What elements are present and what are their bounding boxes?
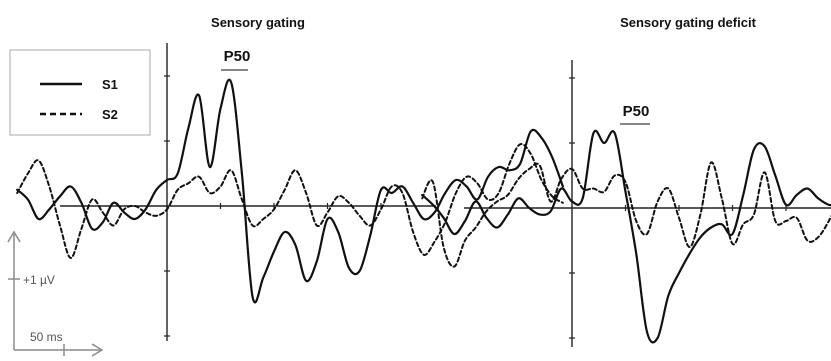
series-s1-line [16,78,564,304]
scale-bar-amplitude-label: +1 µV [23,273,55,287]
scale-bar-time-label: 50 ms [30,330,63,344]
series-s1-line [421,129,831,344]
panel-sensory-gating-deficit [421,60,831,347]
scale-bar: +1 µV 50 ms [7,230,104,357]
legend-box [9,49,151,136]
series-s2-line [16,143,564,259]
legend-s1-label: S1 [102,77,118,92]
legend: S1 S2 [9,49,151,136]
series-s2-line [421,161,831,268]
panel-1-p50-label: P50 [224,48,251,65]
scale-bar-up-arrow-icon [7,230,21,243]
panel-2-p50-label: P50 [623,103,650,120]
scale-bar-right-arrow-icon [91,343,104,357]
panel-2-title: Sensory gating deficit [620,15,756,30]
panel-1-title: Sensory gating [211,15,305,30]
legend-s2-label: S2 [102,107,118,122]
panel-sensory-gating [16,43,564,341]
